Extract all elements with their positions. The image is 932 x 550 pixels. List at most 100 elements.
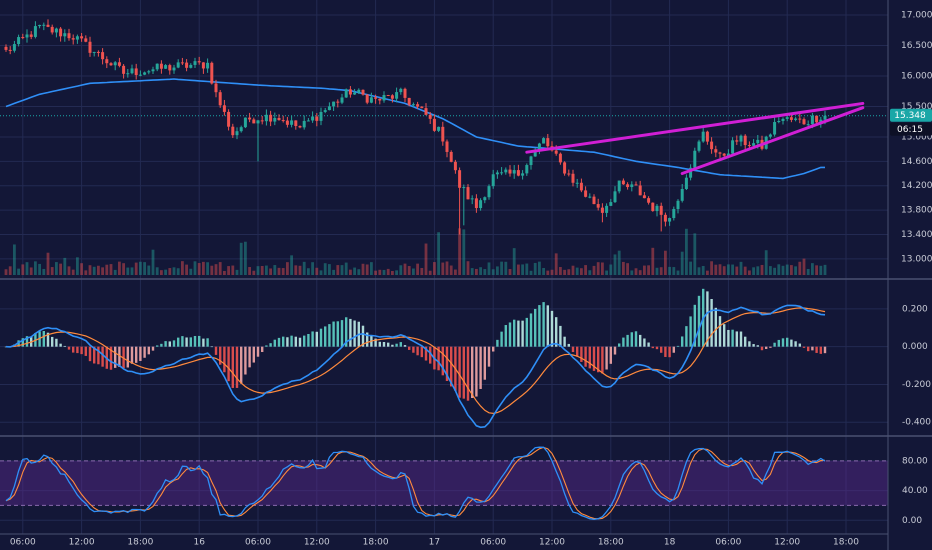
candle xyxy=(75,34,79,44)
macd-histogram-bar xyxy=(639,334,642,347)
candle xyxy=(483,196,487,204)
volume-bar xyxy=(260,265,264,275)
time-tick-label: 18 xyxy=(664,538,676,548)
candle-body xyxy=(130,68,134,74)
candle xyxy=(113,61,117,71)
macd-histogram-bar xyxy=(462,346,465,399)
candle-body xyxy=(12,44,16,51)
candle-body xyxy=(668,218,672,222)
candle-body xyxy=(672,209,676,219)
trendlines[interactable] xyxy=(525,101,865,176)
candle xyxy=(12,40,16,53)
candle xyxy=(214,79,218,98)
candle-body xyxy=(558,153,562,163)
volume-bar xyxy=(143,262,146,275)
candle xyxy=(781,117,785,125)
macd-histogram-bar xyxy=(315,331,318,347)
candle xyxy=(101,48,105,65)
macd-histogram-bar xyxy=(156,345,159,347)
candle-body xyxy=(378,98,382,101)
macd-histogram-bar xyxy=(567,343,570,347)
macd-histogram-bar xyxy=(76,346,79,354)
candle xyxy=(634,181,638,186)
candle-body xyxy=(395,92,399,99)
volume-bar xyxy=(609,264,613,275)
volume-bar xyxy=(164,269,167,275)
volume-bar xyxy=(71,269,75,275)
volume-bar xyxy=(357,269,361,275)
volume-bar xyxy=(550,269,554,275)
volume-bar xyxy=(80,263,83,275)
price-axis[interactable]: 17.000 16.500 16.000 15.500 15.000 14.600 14.2… xyxy=(901,11,932,526)
macd-histogram-bar xyxy=(424,346,428,361)
price-tick-label: 14.200 xyxy=(901,181,932,191)
candle-body xyxy=(285,120,289,125)
macd-histogram-bar xyxy=(786,337,789,347)
candle-body xyxy=(134,68,138,76)
volume-bar xyxy=(332,269,335,275)
time-tick-label: 06:00 xyxy=(480,538,506,548)
volume-bar xyxy=(353,267,356,275)
candle-body xyxy=(315,116,319,121)
macd-histogram-bar xyxy=(529,313,533,347)
macd-histogram-bar xyxy=(723,324,726,347)
candle-body xyxy=(575,182,579,184)
macd-histogram-bar xyxy=(630,332,633,347)
candle xyxy=(155,63,159,72)
candle xyxy=(122,64,126,79)
candle xyxy=(185,59,189,72)
macd-histogram-bar xyxy=(710,299,713,347)
volume-bar xyxy=(46,252,50,275)
candle xyxy=(327,102,331,111)
stoch-k-line xyxy=(5,446,826,521)
volume-bar xyxy=(25,262,29,275)
time-tick-label: 12:00 xyxy=(539,538,565,548)
macd-histogram-bar xyxy=(240,346,243,384)
candle-body xyxy=(752,143,756,146)
candle-body xyxy=(54,28,58,33)
candle-body xyxy=(794,118,798,120)
macd-histogram-bar xyxy=(601,346,604,374)
candle xyxy=(701,127,705,143)
macd-histogram-bar xyxy=(223,346,226,373)
macd-histogram-bar xyxy=(269,343,272,347)
macd-histogram-bar xyxy=(760,346,764,351)
candle xyxy=(693,147,697,168)
volume-bar xyxy=(433,262,436,275)
candle-body xyxy=(495,172,499,175)
macd-histogram-bar xyxy=(437,346,440,371)
candle-body xyxy=(46,24,50,27)
price-tick-label: 15.500 xyxy=(901,102,932,112)
volume-bar xyxy=(638,270,642,275)
macd-histogram-bar xyxy=(769,346,772,348)
candle xyxy=(697,139,701,153)
macd-histogram-bar xyxy=(151,346,155,351)
stoch-tick-label: 40.00 xyxy=(902,486,928,496)
volume-bar xyxy=(391,270,394,275)
volume-bar xyxy=(441,262,445,275)
candle xyxy=(558,152,562,165)
volume-bar xyxy=(55,262,58,275)
candle-body xyxy=(516,170,520,176)
candle-body xyxy=(756,139,760,144)
macd-histogram-bar xyxy=(626,334,629,347)
volume-bar xyxy=(727,264,730,275)
countdown-box xyxy=(890,122,932,136)
candle xyxy=(8,46,12,55)
macd-histogram-bar xyxy=(311,331,314,347)
macd-histogram-bar xyxy=(429,346,432,364)
candle xyxy=(575,178,579,188)
volume-bar xyxy=(521,264,524,275)
time-axis[interactable]: 06:00 12:00 18:00 16 06:00 12:00 18:00 17 06:00 1… xyxy=(10,538,859,548)
candle-body xyxy=(332,101,336,107)
volume-bar xyxy=(298,265,302,275)
candle xyxy=(256,119,260,162)
macd-histogram-bar xyxy=(794,341,797,347)
volume-bar xyxy=(344,262,348,275)
volume-bar xyxy=(34,261,37,275)
candle-body xyxy=(462,187,466,189)
candle-body xyxy=(693,150,697,168)
candle-body xyxy=(138,74,142,76)
